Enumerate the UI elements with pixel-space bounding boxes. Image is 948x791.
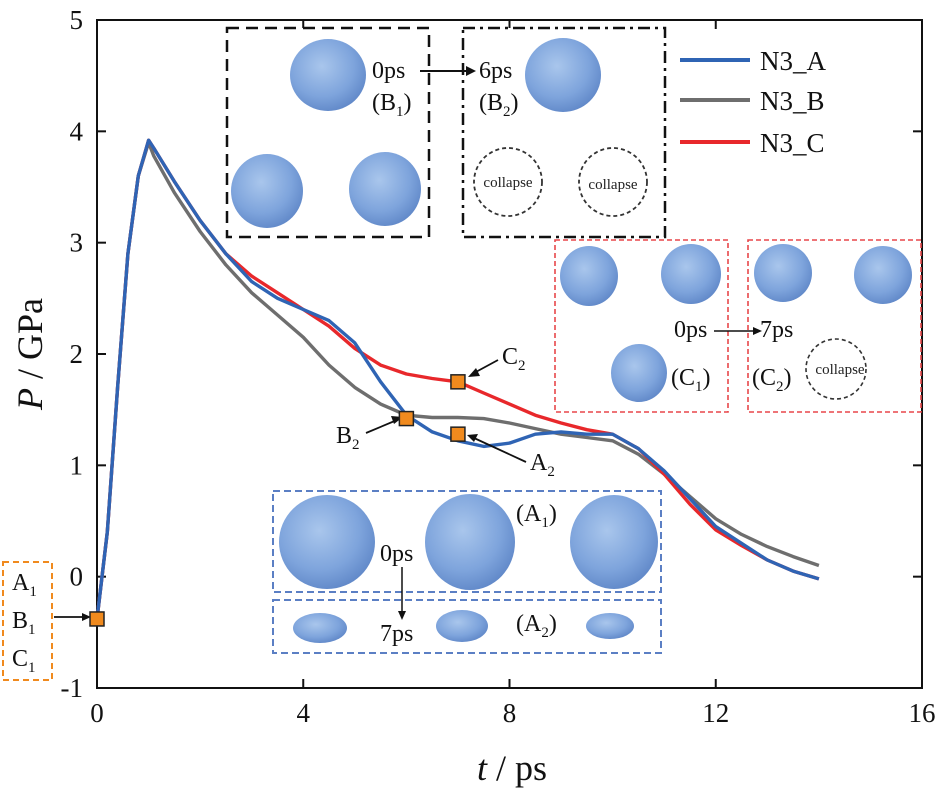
- bubble: [854, 246, 912, 304]
- label-a2: (A2): [516, 611, 557, 641]
- label-b1-point: B1: [12, 608, 36, 638]
- collapse-label: collapse: [815, 362, 864, 378]
- y-axis-title: P / GPa: [10, 298, 50, 411]
- bubble: [279, 495, 375, 589]
- label-c1: (C1): [671, 365, 711, 395]
- inset-c: collapse 0ps (C1) 7ps (C2): [554, 239, 922, 413]
- marker-c2: [450, 374, 466, 390]
- arrow-abc1-head: [82, 613, 91, 621]
- label-a2-point: A2: [530, 450, 555, 480]
- point-labels: C2 B2 A2 A1 B1 C1: [2, 344, 555, 681]
- label-b2-point: B2: [336, 423, 360, 453]
- label-b2: (B2): [479, 90, 519, 120]
- label-c2: (C2): [752, 365, 792, 395]
- collapse-label: collapse: [588, 177, 637, 193]
- label-c1-point: C1: [12, 646, 36, 676]
- arrow-a-head: [398, 611, 406, 620]
- legend-label-a: N3_A: [760, 46, 826, 76]
- bubble-collapsed: [436, 610, 488, 642]
- bubble: [570, 495, 658, 589]
- y-tick-label: 0: [70, 562, 84, 592]
- arrow-a2: [473, 437, 527, 463]
- arrow-b2: [365, 419, 398, 434]
- label-b2-time: 6ps: [479, 58, 512, 84]
- bubble: [349, 152, 421, 226]
- y-tick-label: 3: [70, 228, 84, 258]
- bubble: [754, 244, 812, 302]
- label-a1-time: 0ps: [380, 541, 413, 567]
- bubble: [525, 38, 601, 112]
- legend-label-b: N3_B: [760, 86, 825, 116]
- markers-layer: [89, 374, 466, 627]
- arrow-c2: [473, 359, 499, 374]
- label-c1-time: 0ps: [674, 317, 707, 343]
- marker-b2: [398, 410, 415, 427]
- marker-a1b1c1: [89, 611, 105, 627]
- inset-abc1-frame: [2, 561, 53, 681]
- legend-label-c: N3_C: [760, 128, 825, 158]
- x-tick-label: 0: [90, 698, 104, 728]
- collapse-circle: [805, 338, 867, 400]
- arrow-c-head: [753, 327, 762, 335]
- y-tick-label: 4: [70, 116, 84, 146]
- label-a1-point: A1: [12, 570, 37, 600]
- bubble: [425, 494, 515, 590]
- bubble-collapsed: [293, 613, 347, 643]
- bubble-collapsed: [586, 613, 634, 639]
- label-c2-time: 7ps: [760, 317, 793, 343]
- marker-a2: [450, 426, 466, 442]
- label-c2-point: C2: [502, 344, 526, 374]
- y-tick-label: 1: [70, 450, 84, 480]
- x-tick-label: 12: [702, 698, 729, 728]
- label-b1-time: 0ps: [372, 58, 405, 84]
- inset-b: collapse collapse 0ps (B1) 6ps (B2): [225, 26, 667, 239]
- bubble: [560, 246, 618, 306]
- label-b1: (B1): [372, 90, 412, 120]
- x-tick-label: 4: [297, 698, 311, 728]
- y-tick-label: -1: [61, 673, 84, 703]
- collapse-circle: [473, 147, 543, 217]
- bubble: [661, 244, 721, 304]
- arrow-b-head: [466, 66, 476, 76]
- x-tick-label: 8: [503, 698, 517, 728]
- arrow-a2-head: [467, 434, 478, 442]
- y-tick-label: 2: [70, 339, 84, 369]
- collapse-label: collapse: [483, 175, 532, 191]
- arrow-c2-head: [468, 368, 480, 377]
- label-a1: (A1): [516, 501, 557, 531]
- bubble: [611, 344, 667, 402]
- inset-a: (A1) 0ps 7ps (A2): [272, 490, 662, 654]
- label-a2-time: 7ps: [380, 621, 413, 647]
- x-tick-label: 16: [909, 698, 936, 728]
- bubble: [290, 39, 366, 111]
- collapse-circle: [578, 147, 648, 217]
- legend: N3_A N3_B N3_C: [680, 46, 826, 158]
- y-tick-label: 5: [70, 5, 84, 35]
- x-axis-title: t / ps: [477, 748, 547, 788]
- bubble: [231, 154, 303, 228]
